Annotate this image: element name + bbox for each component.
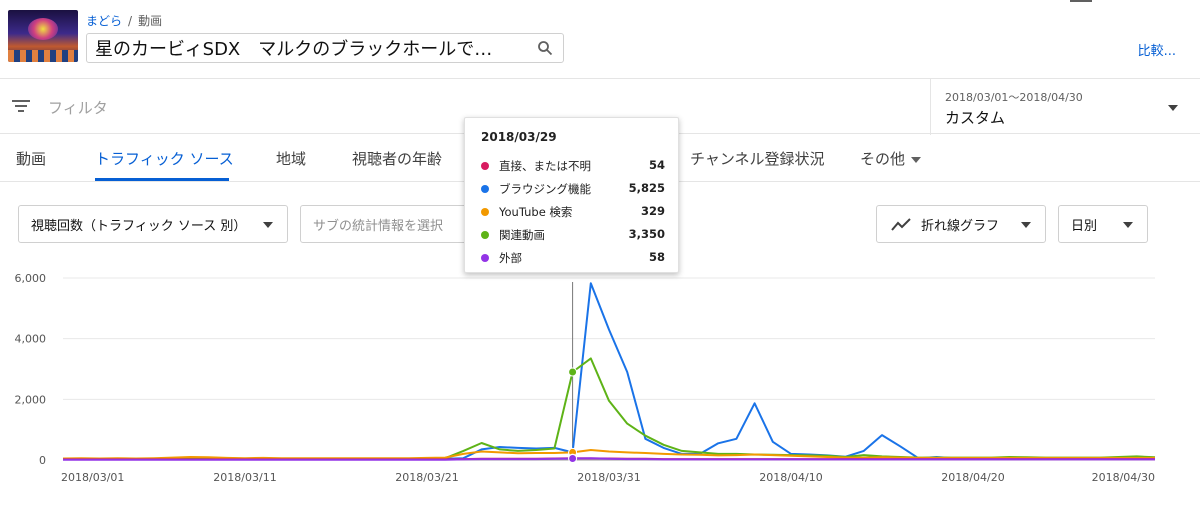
video-selector[interactable]: 星のカービィSDX マルクのブラックホールで…: [86, 33, 564, 63]
tooltip-series-value: 329: [640, 204, 665, 218]
report-tabs: 動画 トラフィック ソース 地域 視聴者の年齢 チャンネル登録状況 その他: [0, 134, 1200, 182]
video-title: 星のカービィSDX マルクのブラックホールで…: [95, 39, 493, 60]
highlight-point: [568, 367, 578, 377]
chart-type-dropdown[interactable]: 折れ線グラフ: [876, 205, 1046, 243]
series-line: [62, 282, 1155, 461]
active-tab-indicator: [95, 178, 229, 181]
caret-down-icon: [1123, 222, 1133, 228]
y-tick-label: 0: [39, 454, 46, 467]
caret-down-icon: [263, 222, 273, 228]
series-color-dot: [481, 185, 489, 193]
tab-subscription-status[interactable]: チャンネル登録状況: [690, 150, 825, 168]
tooltip-series-name: YouTube 検索: [499, 205, 573, 219]
search-icon[interactable]: [537, 40, 553, 56]
tooltip-series-value: 58: [648, 250, 665, 264]
tooltip-row: YouTube 検索 329: [481, 204, 665, 220]
series-color-dot: [481, 208, 489, 216]
y-tick-label: 2,000: [15, 393, 47, 406]
tooltip-row: 直接、または不明 54: [481, 158, 665, 174]
date-range-text: 2018/03/01～2018/04/30: [945, 91, 1083, 104]
tab-viewer-age[interactable]: 視聴者の年齢: [352, 150, 443, 168]
tab-video[interactable]: 動画: [16, 150, 47, 168]
x-tick-label: 2018/04/10: [759, 471, 822, 484]
chart-tooltip: 2018/03/29 直接、または不明 54 ブラウジング機能 5,825 YouTub…: [464, 117, 679, 273]
filter-input[interactable]: フィルタ: [48, 99, 108, 117]
interval-dropdown[interactable]: 日別: [1058, 205, 1148, 243]
tooltip-series-name: ブラウジング機能: [499, 182, 591, 196]
tooltip-series-name: 関連動画: [499, 228, 545, 242]
x-tick-label: 2018/03/01: [61, 471, 124, 484]
thumbnail-floor: [8, 50, 78, 62]
thumbnail-art: [28, 18, 58, 40]
compare-link[interactable]: 比較...: [1137, 44, 1176, 59]
tooltip-row: 関連動画 3,350: [481, 227, 665, 243]
series-color-dot: [481, 162, 489, 170]
sub-metric-dropdown[interactable]: サブの統計情報を選択: [300, 205, 480, 243]
tooltip-series-value: 54: [648, 158, 665, 172]
tooltip-series-name: 外部: [499, 251, 522, 265]
tab-traffic-source[interactable]: トラフィック ソース: [95, 150, 234, 168]
tooltip-series-value: 3,350: [628, 227, 665, 241]
tooltip-row: 外部 58: [481, 250, 665, 266]
sub-metric-dropdown-label: サブの統計情報を選択: [313, 218, 444, 234]
line-chart-icon: [891, 218, 911, 231]
tooltip-series-name: 直接、または不明: [499, 159, 591, 173]
breadcrumb-separator: /: [128, 14, 133, 28]
series-color-dot: [481, 254, 489, 262]
y-tick-label: 6,000: [15, 272, 47, 285]
series-color-dot: [481, 231, 489, 239]
date-range-label: カスタム: [945, 109, 1006, 127]
tooltip-row: ブラウジング機能 5,825: [481, 181, 665, 197]
metric-dropdown-label: 視聴回数（トラフィック ソース 別）: [31, 218, 247, 234]
series-line: [62, 449, 1155, 460]
y-tick-label: 4,000: [15, 333, 47, 346]
metric-dropdown[interactable]: 視聴回数（トラフィック ソース 別）: [18, 205, 288, 243]
series-line: [62, 357, 1156, 460]
caret-down-icon: [1021, 222, 1031, 228]
breadcrumb-channel-link[interactable]: まどら: [86, 14, 123, 28]
breadcrumb: まどら / 動画: [86, 12, 162, 29]
tooltip-date: 2018/03/29: [481, 130, 557, 144]
x-tick-label: 2018/04/20: [941, 471, 1004, 484]
traffic-line-chart[interactable]: 0 2,000 4,000 6,000 2018/03/01 2018/03/11 2018…: [0, 260, 1200, 506]
tooltip-series-value: 5,825: [628, 181, 665, 195]
breadcrumb-section: 動画: [138, 14, 163, 28]
tab-more-label: その他: [860, 150, 906, 168]
date-range-picker[interactable]: 2018/03/01～2018/04/30 カスタム: [930, 79, 1200, 135]
video-thumbnail[interactable]: [8, 10, 78, 62]
filter-icon[interactable]: [12, 99, 30, 113]
x-tick-label: 2018/03/21: [395, 471, 458, 484]
x-tick-label: 2018/03/11: [213, 471, 276, 484]
interval-label: 日別: [1071, 218, 1098, 234]
x-tick-label: 2018/03/31: [577, 471, 640, 484]
chart-type-label: 折れ線グラフ: [921, 218, 1000, 234]
caret-down-icon: [1168, 105, 1178, 111]
tab-more[interactable]: その他: [860, 148, 922, 169]
window-minimize-mark: [1070, 0, 1092, 2]
tab-geography[interactable]: 地域: [276, 150, 307, 168]
caret-down-icon: [911, 156, 922, 163]
x-tick-label: 2018/04/30: [1092, 471, 1155, 484]
highlight-point: [568, 453, 578, 463]
series-line: [63, 457, 1155, 461]
